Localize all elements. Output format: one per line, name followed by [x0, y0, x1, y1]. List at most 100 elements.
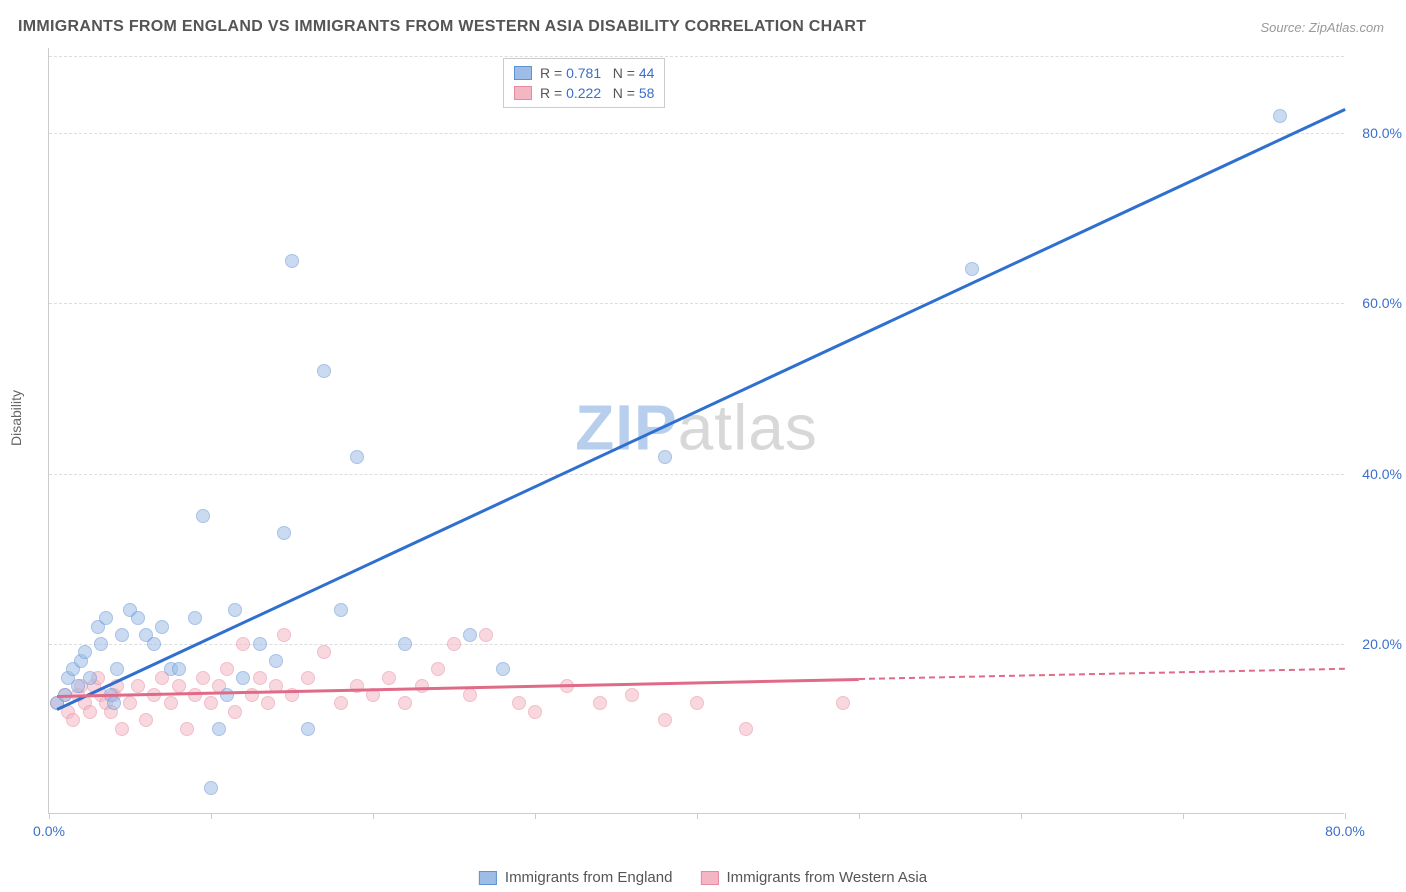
data-point — [110, 662, 124, 676]
data-point — [131, 611, 145, 625]
data-point — [188, 688, 202, 702]
data-point — [285, 254, 299, 268]
data-point — [398, 696, 412, 710]
data-point — [593, 696, 607, 710]
data-point — [463, 688, 477, 702]
y-tick-label: 20.0% — [1362, 636, 1402, 652]
x-tick — [859, 813, 860, 819]
data-point — [253, 671, 267, 685]
legend-item: Immigrants from England — [479, 869, 673, 886]
data-point — [269, 654, 283, 668]
data-point — [658, 713, 672, 727]
data-point — [739, 722, 753, 736]
data-point — [277, 526, 291, 540]
data-point — [350, 450, 364, 464]
data-point — [99, 611, 113, 625]
x-tick-label: 0.0% — [33, 823, 65, 839]
data-point — [131, 679, 145, 693]
data-point — [204, 696, 218, 710]
data-point — [447, 637, 461, 651]
gridline — [49, 474, 1344, 475]
data-point — [107, 696, 121, 710]
data-point — [180, 722, 194, 736]
data-point — [196, 509, 210, 523]
data-point — [196, 671, 210, 685]
plot-area: ZIPatlas 20.0%40.0%60.0%80.0%0.0%80.0%R … — [48, 48, 1344, 814]
data-point — [431, 662, 445, 676]
data-point — [253, 637, 267, 651]
data-point — [382, 671, 396, 685]
data-point — [172, 662, 186, 676]
x-tick-label: 80.0% — [1325, 823, 1365, 839]
data-point — [164, 696, 178, 710]
chart-title: IMMIGRANTS FROM ENGLAND VS IMMIGRANTS FR… — [18, 18, 866, 36]
legend-label: Immigrants from England — [505, 869, 673, 886]
watermark: ZIPatlas — [575, 390, 818, 464]
data-point — [496, 662, 510, 676]
legend-bottom: Immigrants from England Immigrants from W… — [479, 869, 927, 886]
data-point — [220, 662, 234, 676]
data-point — [658, 450, 672, 464]
data-point — [147, 637, 161, 651]
data-point — [139, 713, 153, 727]
data-point — [115, 722, 129, 736]
data-point — [317, 645, 331, 659]
data-point — [94, 637, 108, 651]
x-tick — [373, 813, 374, 819]
regression-line — [57, 108, 1346, 710]
y-axis-label: Disability — [8, 390, 24, 446]
data-point — [66, 713, 80, 727]
x-tick — [1345, 813, 1346, 819]
legend-stats-row: R = 0.781 N = 44 — [514, 63, 654, 83]
legend-stats-text: R = 0.781 N = 44 — [540, 65, 654, 81]
source-label: Source: ZipAtlas.com — [1260, 20, 1384, 35]
data-point — [236, 637, 250, 651]
legend-swatch — [514, 66, 532, 80]
data-point — [172, 679, 186, 693]
data-point — [277, 628, 291, 642]
x-tick — [535, 813, 536, 819]
x-tick — [49, 813, 50, 819]
data-point — [317, 364, 331, 378]
data-point — [78, 645, 92, 659]
data-point — [83, 671, 97, 685]
x-tick — [1183, 813, 1184, 819]
data-point — [528, 705, 542, 719]
regression-line — [859, 668, 1345, 680]
watermark-atlas: atlas — [678, 391, 818, 463]
legend-stats-text: R = 0.222 N = 58 — [540, 85, 654, 101]
data-point — [398, 637, 412, 651]
data-point — [463, 628, 477, 642]
data-point — [155, 620, 169, 634]
data-point — [965, 262, 979, 276]
y-tick-label: 80.0% — [1362, 125, 1402, 141]
data-point — [301, 722, 315, 736]
data-point — [236, 671, 250, 685]
data-point — [334, 696, 348, 710]
data-point — [228, 705, 242, 719]
data-point — [261, 696, 275, 710]
data-point — [228, 603, 242, 617]
gridline — [49, 56, 1344, 57]
data-point — [204, 781, 218, 795]
data-point — [512, 696, 526, 710]
data-point — [625, 688, 639, 702]
legend-swatch — [700, 871, 718, 885]
legend-item: Immigrants from Western Asia — [700, 869, 927, 886]
legend-stats: R = 0.781 N = 44 R = 0.222 N = 58 — [503, 58, 665, 108]
x-tick — [697, 813, 698, 819]
data-point — [188, 611, 202, 625]
data-point — [212, 722, 226, 736]
data-point — [836, 696, 850, 710]
data-point — [123, 696, 137, 710]
data-point — [115, 628, 129, 642]
gridline — [49, 303, 1344, 304]
legend-swatch — [479, 871, 497, 885]
x-tick — [211, 813, 212, 819]
y-tick-label: 60.0% — [1362, 295, 1402, 311]
legend-swatch — [514, 86, 532, 100]
data-point — [479, 628, 493, 642]
x-tick — [1021, 813, 1022, 819]
legend-label: Immigrants from Western Asia — [726, 869, 927, 886]
data-point — [690, 696, 704, 710]
